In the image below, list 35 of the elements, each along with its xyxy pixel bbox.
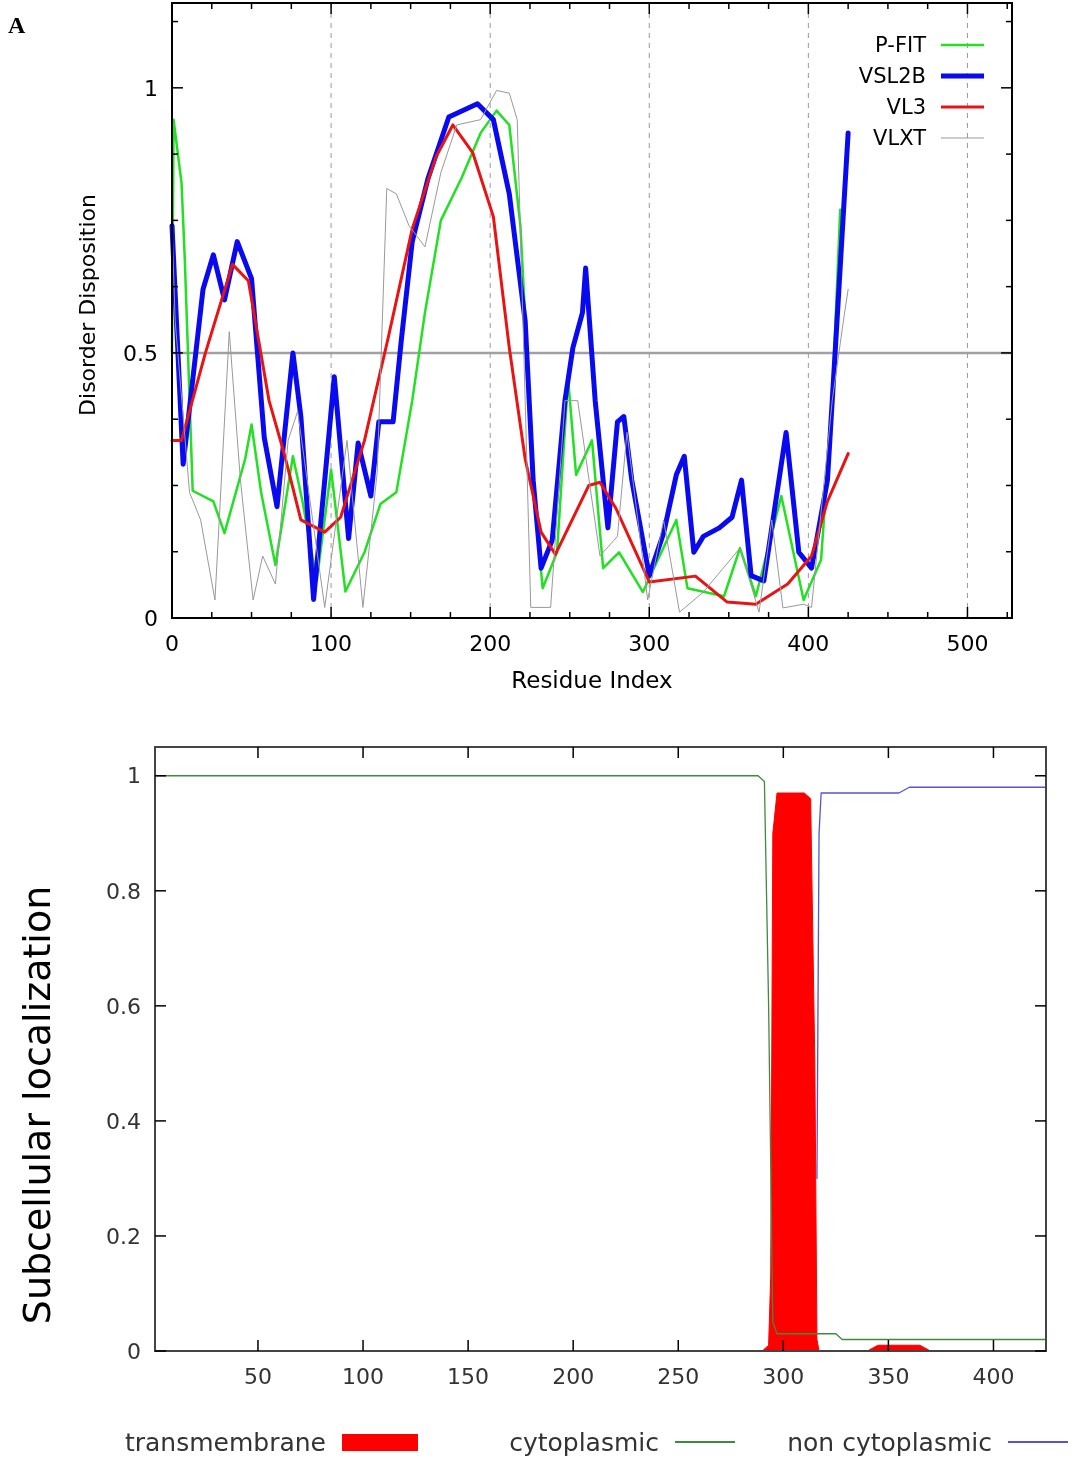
line-series bbox=[816, 786, 1047, 1180]
x-tick-label: 200 bbox=[552, 1364, 595, 1389]
y-tick-label: 0 bbox=[127, 1338, 141, 1364]
x-axis-title: Residue Index bbox=[511, 667, 673, 693]
y-tick-label: 0.5 bbox=[123, 340, 158, 366]
x-tick-label: 100 bbox=[342, 1364, 385, 1389]
x-tick-label: 50 bbox=[243, 1364, 272, 1389]
legend-label: VL3 bbox=[886, 95, 926, 120]
legend-label: VSL2B bbox=[858, 64, 926, 89]
y-axis-title: Disorder Disposition bbox=[75, 194, 100, 416]
x-tick-label: 0 bbox=[165, 631, 179, 656]
x-tick-label: 350 bbox=[867, 1364, 910, 1389]
y-axis-title: Subcellular localization bbox=[15, 885, 59, 1325]
y-tick-label: 0.4 bbox=[106, 1108, 141, 1134]
y-tick-label: 0.2 bbox=[106, 1223, 141, 1249]
text: A bbox=[8, 12, 26, 38]
legend-label: P-FIT bbox=[875, 33, 927, 58]
x-tick-label: 100 bbox=[310, 631, 353, 656]
x-tick-label: 200 bbox=[469, 631, 512, 656]
legend-label: non cytoplasmic bbox=[787, 1427, 992, 1457]
legend-label: cytoplasmic bbox=[509, 1427, 659, 1457]
legend-label: transmembrane bbox=[124, 1427, 326, 1457]
x-tick-label: 250 bbox=[657, 1364, 700, 1389]
y-tick-label: 0.6 bbox=[106, 993, 141, 1019]
x-tick-label: 400 bbox=[787, 631, 830, 656]
x-tick-label: 300 bbox=[628, 631, 671, 656]
x-tick-label: 400 bbox=[972, 1364, 1015, 1389]
y-tick-label: 0.8 bbox=[106, 878, 141, 904]
x-tick-label: 150 bbox=[447, 1364, 490, 1389]
y-tick-label: 1 bbox=[127, 763, 141, 789]
x-tick-label: 300 bbox=[762, 1364, 805, 1389]
legend-label: VLXT bbox=[873, 126, 927, 151]
x-tick-label: 500 bbox=[946, 631, 989, 656]
y-tick-label: 1 bbox=[144, 75, 158, 101]
y-tick-label: 0 bbox=[144, 605, 158, 631]
